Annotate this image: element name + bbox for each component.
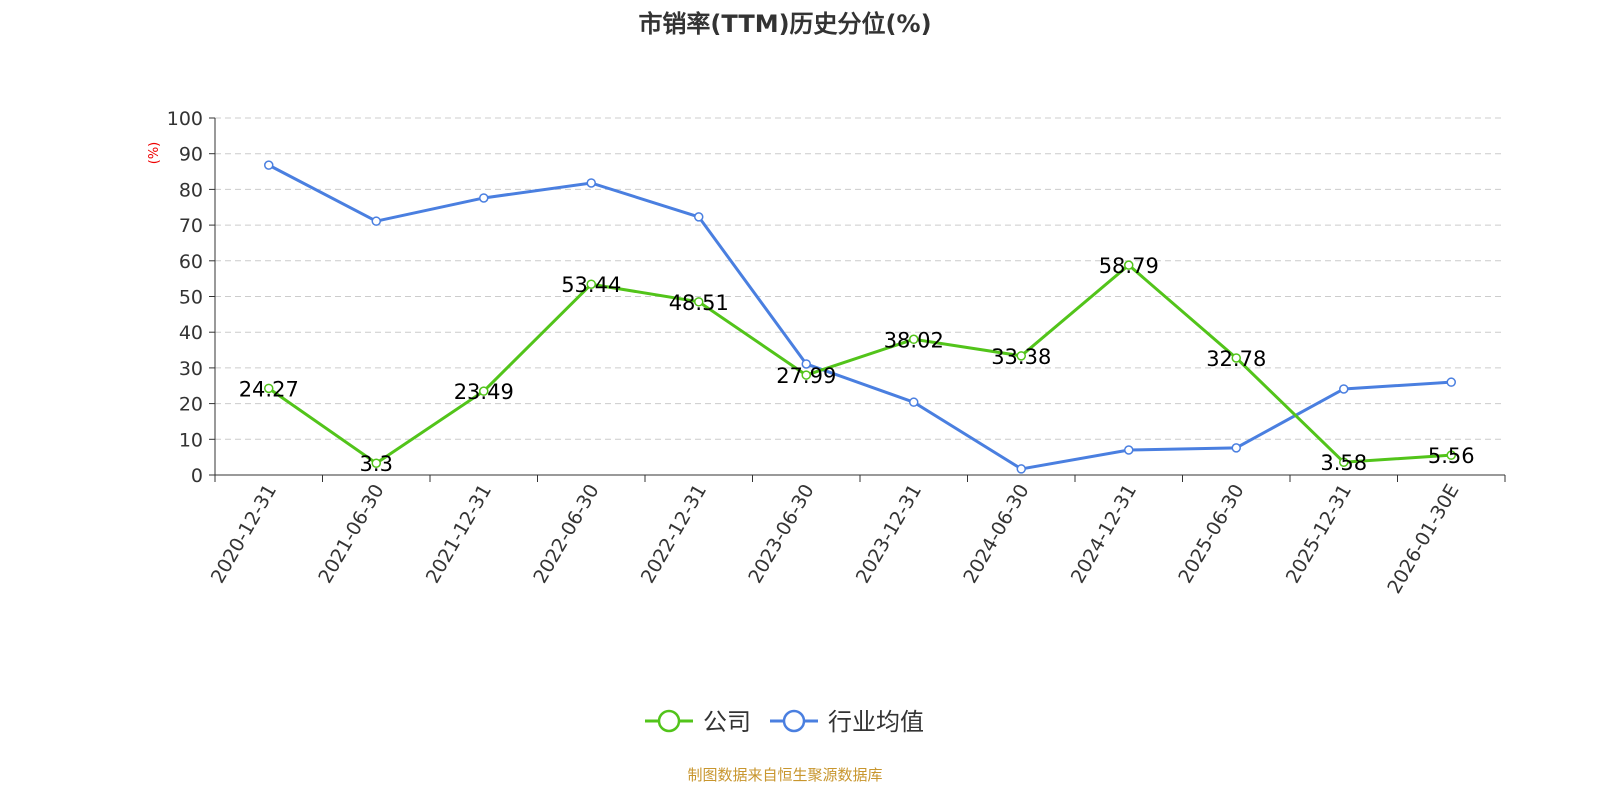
data-label: 24.27 xyxy=(239,377,299,401)
x-tick-label: 2024-06-30 xyxy=(959,481,1033,588)
legend-marker xyxy=(782,709,806,733)
data-point[interactable] xyxy=(264,160,274,170)
y-tick-label: 50 xyxy=(179,287,203,309)
legend-label: 公司 xyxy=(703,708,751,736)
data-label: 5.56 xyxy=(1428,444,1475,468)
y-tick-label: 20 xyxy=(179,394,203,416)
data-point[interactable] xyxy=(586,178,596,188)
series-1 xyxy=(264,160,1456,474)
y-tick-label: 100 xyxy=(167,108,203,130)
x-tick-label: 2025-12-31 xyxy=(1282,481,1356,588)
data-point[interactable] xyxy=(909,334,919,345)
x-tick-label: 2024-12-31 xyxy=(1067,481,1141,588)
data-point[interactable] xyxy=(1231,443,1241,453)
data-point[interactable] xyxy=(1446,450,1456,460)
data-point[interactable] xyxy=(801,370,811,380)
data-point[interactable] xyxy=(1231,353,1241,363)
y-tick-label: 60 xyxy=(179,251,203,273)
x-tick-label: 2022-06-30 xyxy=(529,481,603,588)
data-point[interactable] xyxy=(479,386,489,396)
data-point[interactable] xyxy=(909,397,919,407)
data-label: 33.38 xyxy=(991,345,1051,369)
legend-item-0[interactable]: 公司 xyxy=(645,708,751,736)
y-tick-label: 30 xyxy=(179,358,203,380)
data-label: 32.78 xyxy=(1206,347,1266,371)
series: 24.27 3.3 23.49 53.44 48.51 27.99 38.02 33.38 58… xyxy=(239,160,1475,476)
legend-item-1[interactable]: 行业均值 xyxy=(770,708,924,736)
data-point[interactable] xyxy=(1446,377,1456,387)
chart-title: 市销率(TTM)历史分位(%) xyxy=(638,10,931,38)
data-point[interactable] xyxy=(1124,260,1134,270)
y-tick-label: 0 xyxy=(191,465,203,487)
data-label: 23.49 xyxy=(454,380,514,404)
source-footer: 制图数据来自恒生聚源数据库 xyxy=(687,766,882,784)
data-point[interactable] xyxy=(371,458,381,468)
x-tick-label: 2026-01-30E xyxy=(1383,481,1463,598)
data-label: 3.58 xyxy=(1320,451,1367,475)
x-tick-label: 2023-12-31 xyxy=(852,481,926,588)
legend: 公司 行业均值 xyxy=(645,708,924,736)
data-label: 27.99 xyxy=(776,364,836,388)
legend-label: 行业均值 xyxy=(828,708,924,736)
data-label: 3.3 xyxy=(360,452,393,476)
x-tick-label: 2020-12-31 xyxy=(207,481,281,588)
series-0 xyxy=(264,260,1456,468)
y-tick-label: 40 xyxy=(179,322,203,344)
data-label: 38.02 xyxy=(884,328,944,352)
data-label: 53.44 xyxy=(561,273,621,297)
data-point[interactable] xyxy=(1016,464,1026,474)
legend-marker xyxy=(657,709,681,733)
data-point[interactable] xyxy=(371,216,381,226)
data-label: 58.79 xyxy=(1099,254,1159,278)
series-line xyxy=(268,163,1452,471)
axes: 0 10 20 30 40 50 60 70 80 90 100 2020-12-31 2021-06-… xyxy=(167,108,1506,598)
y-tick-label: 70 xyxy=(179,215,203,237)
data-point[interactable] xyxy=(1339,384,1349,394)
x-tick-label: 2025-06-30 xyxy=(1174,481,1248,588)
data-point[interactable] xyxy=(694,297,704,307)
data-point[interactable] xyxy=(1124,445,1134,455)
x-tick-label: 2021-06-30 xyxy=(314,481,388,588)
y-tick-label: 80 xyxy=(179,179,203,201)
x-tick-label: 2021-12-31 xyxy=(422,481,496,588)
x-tick-label: 2023-06-30 xyxy=(744,481,818,588)
data-label: 48.51 xyxy=(669,291,729,315)
data-point[interactable] xyxy=(586,279,596,289)
grid xyxy=(215,117,1505,440)
data-point[interactable] xyxy=(1339,457,1349,467)
y-tick-label: 10 xyxy=(179,429,203,451)
series-line xyxy=(267,263,1452,466)
data-point[interactable] xyxy=(264,383,274,394)
data-point[interactable] xyxy=(694,212,704,222)
data-point[interactable] xyxy=(801,359,811,369)
data-point[interactable] xyxy=(479,193,489,203)
y-tick-label: 90 xyxy=(179,144,203,166)
x-tick-label: 2022-12-31 xyxy=(637,481,711,588)
data-point[interactable] xyxy=(1016,351,1026,361)
y-axis-label: (%) xyxy=(147,142,162,165)
